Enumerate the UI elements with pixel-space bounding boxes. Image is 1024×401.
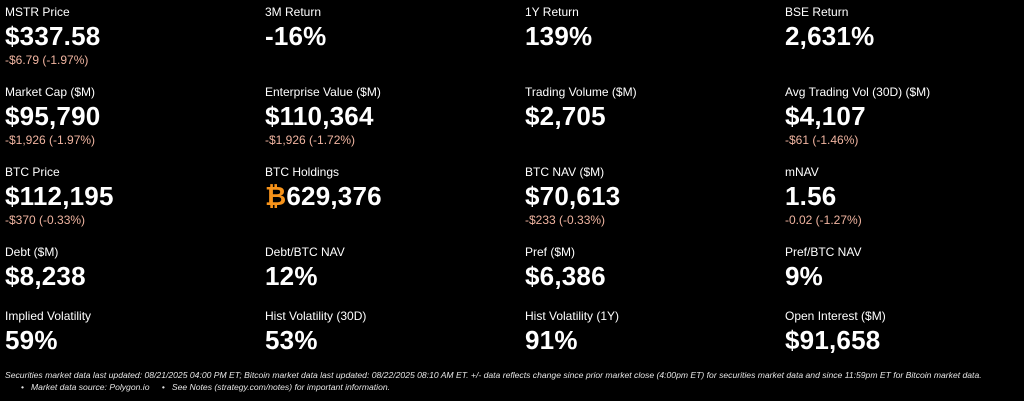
- metric-value: -16%: [265, 21, 327, 51]
- metric-change: -$233 (-0.33%): [525, 213, 606, 227]
- metric-value: 59%: [5, 325, 58, 355]
- metric-label: 3M Return: [265, 5, 322, 19]
- metric-label: Implied Volatility: [5, 309, 92, 323]
- metric-label: BTC NAV ($M): [525, 165, 605, 179]
- metric-label: MSTR Price: [5, 5, 70, 19]
- metric-label: Open Interest ($M): [785, 309, 886, 323]
- metric-value: $8,238: [5, 261, 86, 291]
- metric-change: -$370 (-0.33%): [5, 213, 86, 227]
- metric-label: Avg Trading Vol (30D) ($M): [785, 85, 931, 99]
- metric-label: Pref/BTC NAV: [785, 245, 862, 259]
- metric-label: Pref ($M): [525, 245, 576, 259]
- metric-label: Market Cap ($M): [5, 85, 96, 99]
- metric-change: -0.02 (-1.27%): [785, 213, 862, 227]
- metric-value: $2,705: [525, 101, 606, 131]
- metric-value: $4,107: [785, 101, 866, 131]
- metric-label: mNAV: [785, 165, 819, 179]
- metric-mstr-price: MSTR Price $337.58 -$6.79 (-1.97%): [5, 5, 265, 85]
- metric-label: Trading Volume ($M): [525, 85, 637, 99]
- metric-change: -$6.79 (-1.97%): [5, 53, 89, 67]
- metric-value: 91%: [525, 325, 578, 355]
- metric-value: $337.58: [5, 21, 101, 51]
- metric-label: BTC Holdings: [265, 165, 340, 179]
- metric-value: ₿629,376: [265, 181, 525, 211]
- metric-value: 12%: [265, 261, 318, 291]
- metric-label: Debt ($M): [5, 245, 59, 259]
- bitcoin-icon: ₿: [265, 181, 287, 211]
- metric-change: -$1,926 (-1.97%): [5, 133, 96, 147]
- metric-value: $112,195: [5, 181, 114, 211]
- metric-debt: Debt ($M) $8,238: [5, 245, 265, 309]
- footer-notes: See Notes (strategy.com/notes) for impor…: [162, 381, 390, 393]
- metric-avg-trading-vol: Avg Trading Vol (30D) ($M) $4,107 -$61 (…: [785, 85, 1019, 165]
- metric-hist-volatility-30d: Hist Volatility (30D) 53%: [265, 309, 525, 379]
- metric-change: -$61 (-1.46%): [785, 133, 859, 147]
- polygon-link[interactable]: Polygon.io: [109, 382, 150, 392]
- metric-label: Enterprise Value ($M): [265, 85, 381, 99]
- metric-debt-btc-nav: Debt/BTC NAV 12%: [265, 245, 525, 309]
- footer-note: Securities market data last updated: 08/…: [5, 370, 982, 380]
- metric-1y-return: 1Y Return 139%: [525, 5, 785, 85]
- metrics-grid: MSTR Price $337.58 -$6.79 (-1.97%) 3M Re…: [5, 5, 1019, 379]
- metric-market-cap: Market Cap ($M) $95,790 -$1,926 (-1.97%): [5, 85, 265, 165]
- metric-label: Hist Volatility (1Y): [525, 309, 620, 323]
- metric-pref-btc-nav: Pref/BTC NAV 9%: [785, 245, 1019, 309]
- metric-label: BTC Price: [5, 165, 60, 179]
- metric-enterprise-value: Enterprise Value ($M) $110,364 -$1,926 (…: [265, 85, 525, 165]
- metric-label: Hist Volatility (30D): [265, 309, 367, 323]
- metric-pref: Pref ($M) $6,386: [525, 245, 785, 309]
- footer-list: Market data source: Polygon.io See Notes…: [5, 381, 1019, 393]
- metric-value: 9%: [785, 261, 823, 291]
- metric-open-interest: Open Interest ($M) $91,658: [785, 309, 1019, 379]
- metric-trading-volume: Trading Volume ($M) $2,705: [525, 85, 785, 165]
- metric-value: $70,613: [525, 181, 621, 211]
- metric-mnav: mNAV 1.56 -0.02 (-1.27%): [785, 165, 1019, 245]
- metric-value-number: 629,376: [286, 181, 382, 211]
- metric-value: 139%: [525, 21, 593, 51]
- notes-link[interactable]: strategy.com/notes: [217, 382, 290, 392]
- metric-label: 1Y Return: [525, 5, 579, 19]
- metric-value: 53%: [265, 325, 318, 355]
- metric-value: $91,658: [785, 325, 881, 355]
- metric-btc-price: BTC Price $112,195 -$370 (-0.33%): [5, 165, 265, 245]
- metric-value: 2,631%: [785, 21, 875, 51]
- metric-label: BSE Return: [785, 5, 849, 19]
- metric-value: $110,364: [265, 101, 374, 131]
- metric-label: Debt/BTC NAV: [265, 245, 345, 259]
- metric-value: $6,386: [525, 261, 606, 291]
- footer-source-prefix: Market data source:: [31, 382, 110, 392]
- metric-btc-nav: BTC NAV ($M) $70,613 -$233 (-0.33%): [525, 165, 785, 245]
- footer-disclaimer: Securities market data last updated: 08/…: [5, 369, 1019, 393]
- footer-notes-suffix: ) for important information.: [289, 382, 391, 392]
- metric-hist-volatility-1y: Hist Volatility (1Y) 91%: [525, 309, 785, 379]
- metric-3m-return: 3M Return -16%: [265, 5, 525, 85]
- footer-source: Market data source: Polygon.io: [21, 381, 149, 393]
- metric-implied-volatility: Implied Volatility 59%: [5, 309, 265, 379]
- metric-bse-return: BSE Return 2,631%: [785, 5, 1019, 85]
- metric-change: -$1,926 (-1.72%): [265, 133, 356, 147]
- metric-btc-holdings: BTC Holdings ₿629,376: [265, 165, 525, 245]
- metric-value: $95,790: [5, 101, 101, 131]
- footer-notes-prefix: See Notes (: [171, 382, 218, 392]
- metric-value: 1.56: [785, 181, 837, 211]
